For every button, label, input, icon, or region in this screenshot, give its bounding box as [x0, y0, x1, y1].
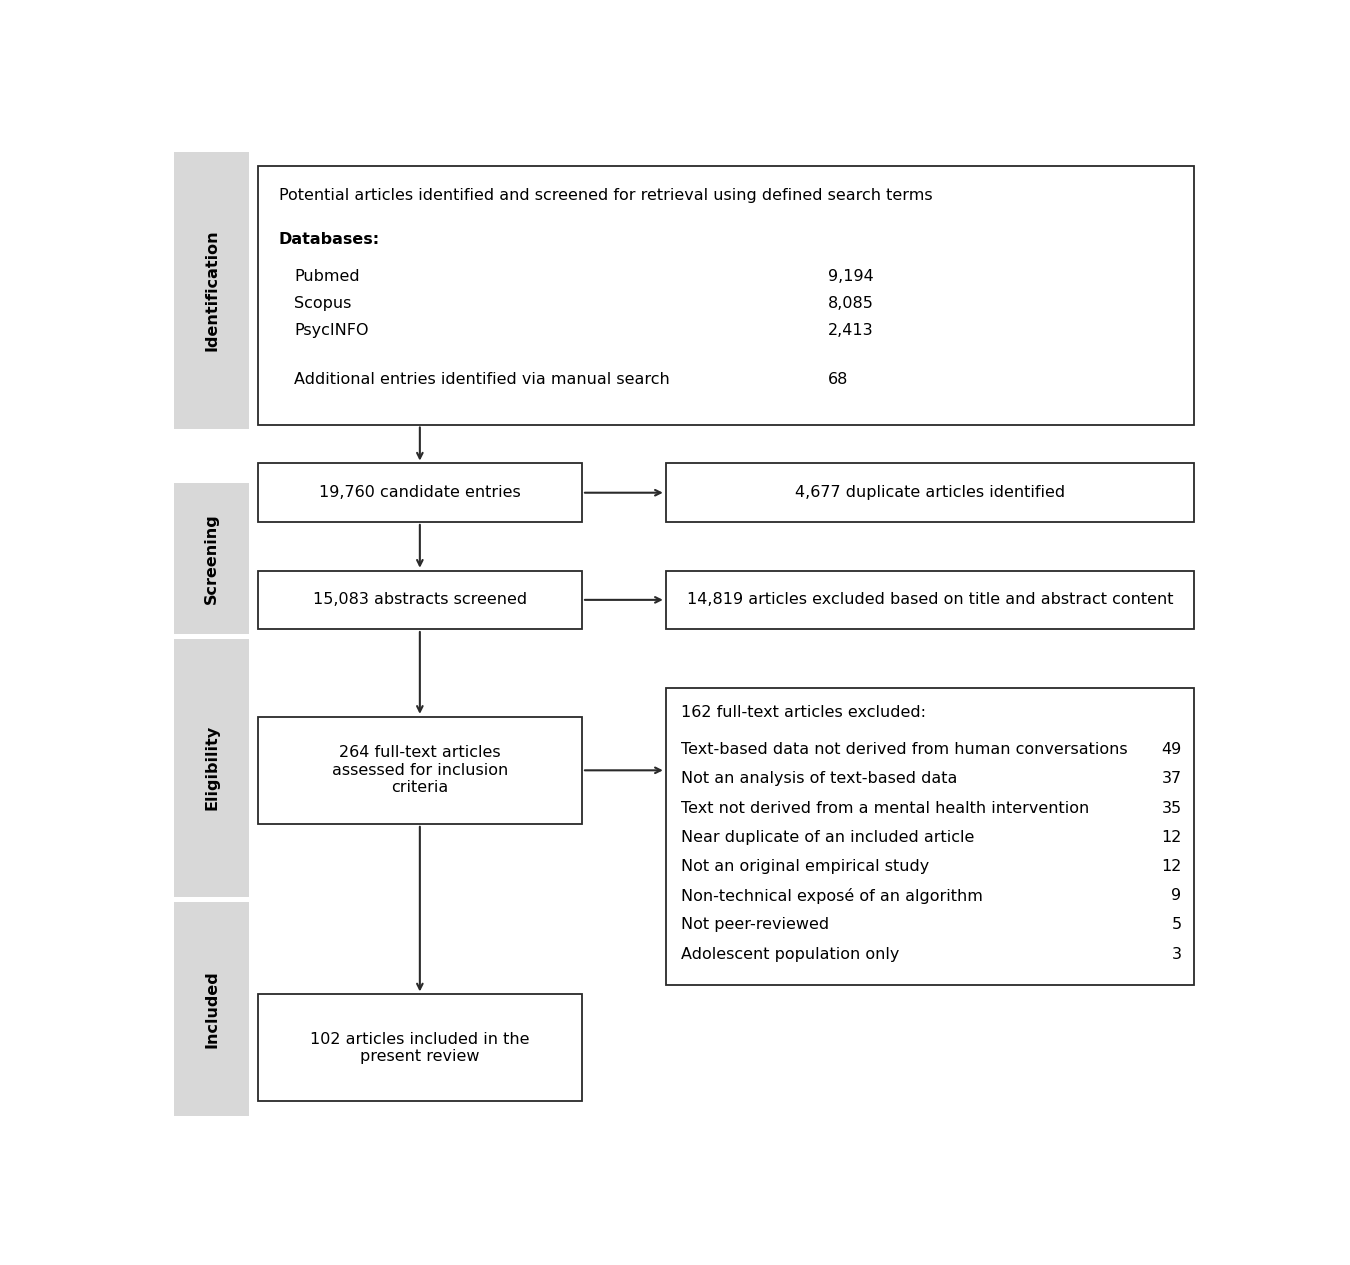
Text: Text not derived from a mental health intervention: Text not derived from a mental health in… — [682, 801, 1089, 816]
Text: 19,760 candidate entries: 19,760 candidate entries — [319, 486, 521, 500]
Bar — [666, 571, 1193, 629]
Text: Potential articles identified and screened for retrieval using defined search te: Potential articles identified and screen… — [278, 187, 933, 202]
Text: Not an analysis of text-based data: Not an analysis of text-based data — [682, 772, 957, 787]
Text: 5: 5 — [1172, 917, 1181, 932]
Text: 264 full-text articles
assessed for inclusion
criteria: 264 full-text articles assessed for incl… — [332, 745, 508, 796]
Text: Scopus: Scopus — [294, 296, 351, 311]
Text: Screening: Screening — [204, 514, 219, 603]
Text: Not an original empirical study: Not an original empirical study — [682, 859, 930, 874]
Bar — [174, 639, 250, 897]
Text: Adolescent population only: Adolescent population only — [682, 946, 900, 961]
Text: 35: 35 — [1161, 801, 1181, 816]
Text: 68: 68 — [828, 372, 848, 387]
Text: Not peer-reviewed: Not peer-reviewed — [682, 917, 829, 932]
Bar — [258, 717, 582, 824]
Text: Identification: Identification — [204, 230, 219, 352]
Bar — [258, 167, 1193, 425]
Text: 9: 9 — [1172, 888, 1181, 903]
Bar — [258, 463, 582, 522]
Text: Databases:: Databases: — [278, 231, 379, 247]
Text: Included: Included — [204, 970, 219, 1047]
Bar — [666, 688, 1193, 984]
Text: 102 articles included in the
present review: 102 articles included in the present rev… — [310, 1032, 529, 1064]
Bar — [174, 483, 250, 634]
Bar — [174, 902, 250, 1116]
Text: 162 full-text articles excluded:: 162 full-text articles excluded: — [682, 705, 926, 720]
Text: Non-technical exposé of an algorithm: Non-technical exposé of an algorithm — [682, 888, 983, 904]
Text: PsycINFO: PsycINFO — [294, 324, 369, 338]
Bar — [258, 571, 582, 629]
Text: 4,677 duplicate articles identified: 4,677 duplicate articles identified — [795, 486, 1065, 500]
Text: Eligibility: Eligibility — [204, 725, 219, 811]
Text: 3: 3 — [1172, 946, 1181, 961]
Bar — [258, 994, 582, 1102]
Text: 9,194: 9,194 — [828, 268, 873, 283]
Text: 14,819 articles excluded based on title and abstract content: 14,819 articles excluded based on title … — [687, 592, 1173, 607]
Bar — [174, 152, 250, 429]
Text: Text-based data not derived from human conversations: Text-based data not derived from human c… — [682, 743, 1129, 756]
Text: Additional entries identified via manual search: Additional entries identified via manual… — [294, 372, 670, 387]
Text: Near duplicate of an included article: Near duplicate of an included article — [682, 830, 975, 845]
Text: 37: 37 — [1161, 772, 1181, 787]
Bar — [666, 463, 1193, 522]
Text: Pubmed: Pubmed — [294, 268, 360, 283]
Text: 15,083 abstracts screened: 15,083 abstracts screened — [313, 592, 526, 607]
Text: 8,085: 8,085 — [828, 296, 873, 311]
Text: 49: 49 — [1161, 743, 1181, 756]
Text: 12: 12 — [1161, 859, 1181, 874]
Text: 2,413: 2,413 — [828, 324, 873, 338]
Text: 12: 12 — [1161, 830, 1181, 845]
